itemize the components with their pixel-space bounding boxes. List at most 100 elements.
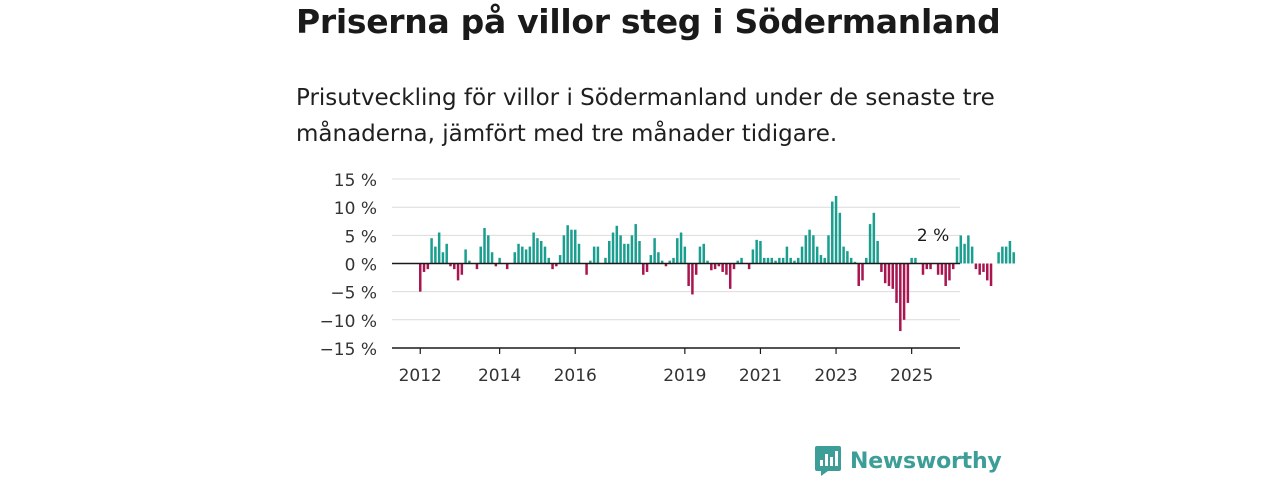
bar xyxy=(861,263,864,281)
bar xyxy=(967,235,970,264)
bar xyxy=(759,240,762,264)
bar xyxy=(570,229,573,264)
bar xyxy=(536,238,539,264)
bar xyxy=(751,249,755,264)
bar xyxy=(437,232,441,264)
y-tick-label: −15 % xyxy=(320,340,377,360)
bar xyxy=(876,240,879,264)
newsworthy-logo-icon xyxy=(815,446,841,476)
bar xyxy=(706,260,709,264)
x-tick-label: 2021 xyxy=(739,366,782,386)
bar xyxy=(868,224,872,264)
bar xyxy=(989,263,993,287)
bar xyxy=(419,263,422,292)
bar xyxy=(819,255,823,264)
bar xyxy=(638,240,641,264)
brand-logo[interactable]: Newsworthy xyxy=(814,443,1002,479)
bar xyxy=(657,252,660,264)
bar xyxy=(592,246,596,264)
bar xyxy=(725,263,728,275)
y-tick-label: 15 % xyxy=(334,171,377,191)
bar xyxy=(891,263,894,289)
x-tick-label: 2014 xyxy=(478,366,521,386)
bar xyxy=(921,263,925,275)
bar xyxy=(951,263,955,270)
bar xyxy=(547,257,551,264)
chart-subtitle: Prisutveckling för villor i Södermanland… xyxy=(296,85,995,147)
bar xyxy=(660,260,664,264)
bar xyxy=(664,263,668,267)
bar xyxy=(849,257,853,264)
bar xyxy=(812,235,815,264)
bar xyxy=(808,229,811,264)
bar xyxy=(702,243,705,264)
bar xyxy=(899,263,902,332)
bar xyxy=(1001,246,1004,264)
bar xyxy=(566,225,569,264)
bar xyxy=(823,257,826,264)
chart-title: Priserna på villor steg i Södermanland xyxy=(296,2,1001,41)
bar xyxy=(1008,240,1012,264)
bar xyxy=(762,257,766,264)
bar xyxy=(948,263,951,281)
bar xyxy=(441,252,445,264)
bar xyxy=(959,235,963,264)
x-tick-label: 2023 xyxy=(814,366,857,386)
bar xyxy=(513,252,516,264)
bar xyxy=(494,263,498,267)
bar xyxy=(498,257,501,264)
x-tick-label: 2025 xyxy=(890,366,933,386)
bar xyxy=(687,263,690,287)
bar xyxy=(804,235,808,264)
bar xyxy=(732,263,736,270)
bar xyxy=(679,232,683,264)
bar xyxy=(683,246,687,264)
bar xyxy=(1004,246,1008,264)
bar xyxy=(573,229,577,264)
bar xyxy=(914,257,917,264)
bar xyxy=(970,246,974,264)
bar xyxy=(611,232,615,264)
bar xyxy=(902,263,906,320)
x-tick-label: 2012 xyxy=(399,366,442,386)
bar xyxy=(853,261,857,264)
bar xyxy=(963,243,966,264)
bar xyxy=(789,257,792,264)
bar xyxy=(645,263,649,272)
bar xyxy=(487,235,490,264)
bar xyxy=(721,263,724,272)
bar xyxy=(653,238,656,264)
bar xyxy=(974,263,978,270)
bar xyxy=(781,257,785,264)
bar xyxy=(521,246,524,264)
bar xyxy=(539,240,543,264)
bar xyxy=(834,195,838,264)
bar xyxy=(815,246,819,264)
bar xyxy=(766,257,770,264)
bar xyxy=(880,263,883,272)
bar xyxy=(517,243,520,264)
bar xyxy=(838,212,842,264)
bar xyxy=(649,255,653,264)
bar xyxy=(445,243,448,264)
bar xyxy=(456,263,460,281)
bar xyxy=(940,263,944,275)
bar xyxy=(551,263,554,270)
bar xyxy=(615,225,619,264)
bar xyxy=(955,246,959,264)
bar xyxy=(986,263,989,281)
bar xyxy=(528,246,532,264)
bar xyxy=(827,235,830,264)
bar xyxy=(887,263,891,287)
bar xyxy=(755,239,758,264)
bar xyxy=(630,235,634,264)
bar xyxy=(713,263,717,270)
y-tick-label: 10 % xyxy=(334,199,377,219)
bar xyxy=(883,263,887,284)
bar xyxy=(936,263,940,275)
bar xyxy=(532,232,535,264)
y-tick-label: 0 % xyxy=(345,256,377,276)
bar xyxy=(460,263,464,275)
y-tick-label: −10 % xyxy=(320,312,377,332)
